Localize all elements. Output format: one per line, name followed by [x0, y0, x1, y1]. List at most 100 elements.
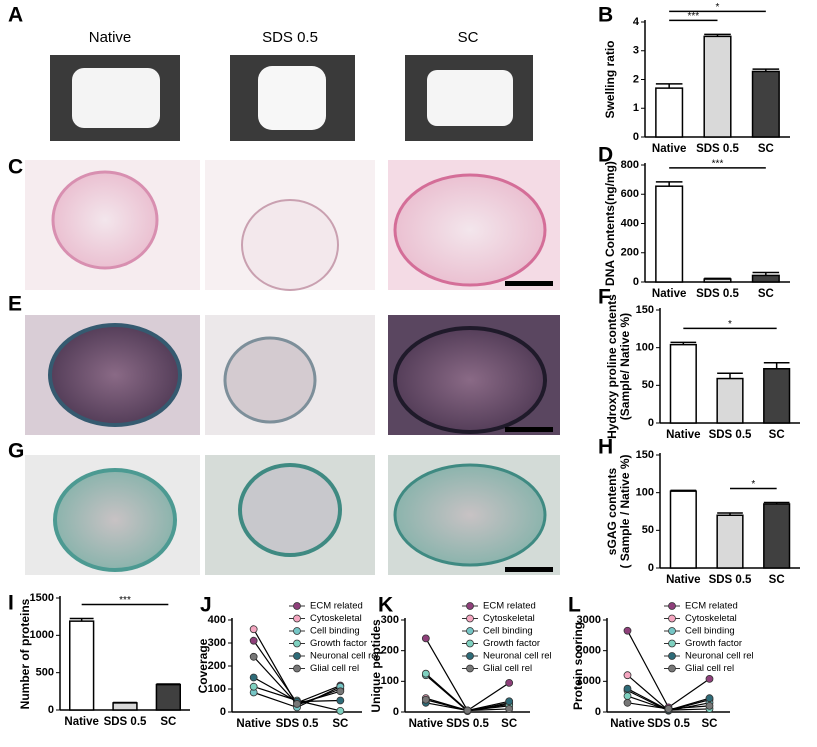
y-tick-label: 400 [208, 614, 226, 626]
legend-label: Glial cell rel [685, 663, 734, 674]
bar [716, 377, 744, 424]
legend-marker [466, 652, 474, 660]
panel-letter: A [8, 4, 23, 27]
legend-marker [466, 602, 474, 610]
legend-label: Cytoskeletal [483, 613, 535, 624]
panel-letter: K [378, 594, 393, 617]
x-tick-label: SC [501, 718, 517, 730]
point [249, 673, 258, 682]
x-tick-label: Native [236, 718, 271, 730]
point [505, 705, 514, 713]
y-axis-label: Coverage [196, 638, 210, 693]
x-tick-label: SDS 0.5 [104, 716, 147, 728]
legend-label: Cytoskeletal [310, 613, 362, 624]
point [505, 678, 514, 687]
panel-letter: L [568, 594, 581, 617]
y-tick-label: 1 [633, 102, 639, 114]
photo-caption: Native [89, 29, 132, 46]
bar [655, 185, 684, 283]
y-tick-label: 3 [633, 45, 639, 57]
y-tick-label: 2 [633, 73, 639, 85]
legend-marker [668, 627, 676, 635]
y-tick-label: 0 [393, 706, 399, 718]
y-axis-label: DNA Contents(ng/mg) [603, 161, 617, 286]
histology-mt [25, 315, 560, 435]
photo-caption: SDS 0.5 [262, 29, 318, 46]
bar [155, 683, 182, 711]
x-tick-label: SC [332, 718, 348, 730]
bar [703, 35, 732, 138]
legend-label: Growth factor [310, 638, 367, 649]
y-tick-label: 3000 [577, 614, 601, 626]
histology-ab [25, 455, 560, 575]
y-axis-label: sGAG contents [605, 468, 619, 556]
legend-label: Neuronal cell rel [685, 651, 754, 662]
point [293, 700, 301, 708]
y-tick-label: 300 [381, 614, 399, 626]
significance-label: *** [687, 11, 699, 22]
legend-marker [293, 639, 301, 648]
panel-letter: H [598, 436, 613, 459]
y-tick-label: 100 [636, 342, 654, 354]
bar [763, 368, 791, 424]
panel-letter: G [8, 440, 24, 463]
y-tick-label: 2000 [577, 645, 601, 657]
bar [751, 70, 780, 138]
y-tick-label: 0 [633, 276, 639, 288]
point [623, 671, 632, 680]
x-tick-label: SDS 0.5 [446, 718, 489, 730]
x-tick-label: SC [758, 288, 774, 300]
x-tick-label: SC [758, 143, 774, 155]
x-tick-label: SDS 0.5 [696, 143, 739, 155]
y-tick-label: 4 [633, 16, 640, 28]
y-tick-label: 100 [381, 675, 399, 687]
legend-label: Neuronal cell rel [310, 651, 379, 662]
panel-letter: D [598, 144, 613, 167]
x-tick-label: Native [652, 288, 687, 300]
point [463, 706, 472, 715]
bar [669, 343, 697, 424]
bar [112, 702, 138, 711]
y-tick-label: 50 [642, 379, 654, 391]
legend-marker [668, 664, 676, 673]
y-tick-label: 600 [621, 188, 639, 200]
y-tick-label: 0 [633, 131, 639, 143]
point [705, 701, 714, 710]
y-tick-label: 150 [636, 449, 654, 461]
point [336, 687, 345, 696]
x-tick-label: Native [409, 718, 444, 730]
x-tick-label: SDS 0.5 [696, 288, 739, 300]
y-tick-label: 1000 [30, 629, 54, 641]
y-tick-label: 800 [621, 159, 639, 171]
point [249, 636, 258, 645]
point [623, 684, 632, 693]
y-axis-label: Hydroxy proline contents [605, 294, 619, 439]
legend-label: ECM related [483, 601, 536, 612]
y-tick-label: 100 [636, 487, 654, 499]
significance-label: * [728, 319, 732, 330]
y-axis-label: Swelling ratio [603, 40, 617, 118]
legend-label: ECM related [310, 601, 363, 612]
y-tick-label: 0 [220, 706, 226, 718]
point [421, 695, 430, 704]
point [505, 697, 514, 706]
legend-label: Cell binding [310, 626, 360, 637]
x-tick-label: SDS 0.5 [709, 429, 752, 441]
bar [703, 278, 732, 283]
y-tick-label: 150 [636, 304, 654, 316]
significance-label: * [716, 2, 720, 13]
legend-label: Glial cell rel [310, 663, 359, 674]
legend-marker [668, 652, 676, 660]
y-tick-label: 0 [648, 562, 654, 574]
point [705, 694, 714, 703]
x-tick-label: SC [769, 429, 785, 441]
legend-marker [466, 627, 474, 635]
y-tick-label: 200 [208, 660, 226, 672]
significance-label: *** [119, 595, 131, 606]
legend-label: Growth factor [685, 638, 742, 649]
legend-marker [668, 602, 676, 610]
y-tick-label: 0 [48, 704, 54, 716]
point [249, 652, 258, 661]
series-line [425, 638, 510, 712]
